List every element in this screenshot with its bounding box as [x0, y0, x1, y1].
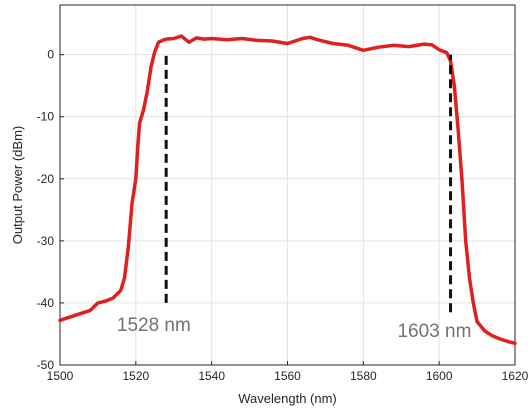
annotations: 1528 nm 1603 nm — [117, 51, 471, 342]
x-tick-label: 1620 — [502, 369, 529, 383]
x-tick-label: 1600 — [426, 369, 453, 383]
x-axis-label: Wavelength (nm) — [238, 391, 337, 406]
series-line — [58, 34, 517, 346]
axis-ticks: 1500 1520 1540 1560 1580 1600 1620 -50 -40 -30 -20… — [37, 48, 529, 383]
annotation-label: 1603 nm — [397, 321, 471, 342]
y-tick-label: -50 — [37, 358, 55, 372]
y-tick-label: 0 — [47, 48, 54, 62]
x-tick-label: 1580 — [350, 369, 377, 383]
x-tick-label: 1560 — [274, 369, 301, 383]
y-tick-label: -20 — [37, 172, 55, 186]
x-tick-label: 1500 — [47, 369, 74, 383]
grid — [59, 5, 516, 366]
y-axis-label: Output Power (dBm) — [10, 126, 25, 245]
annotation-label: 1528 nm — [117, 315, 191, 336]
x-tick-label: 1540 — [198, 369, 225, 383]
x-tick-label: 1520 — [122, 369, 149, 383]
y-tick-label: -30 — [37, 234, 55, 248]
y-tick-label: -40 — [37, 296, 55, 310]
series-layer — [58, 34, 517, 346]
y-tick-label: -10 — [37, 110, 55, 124]
